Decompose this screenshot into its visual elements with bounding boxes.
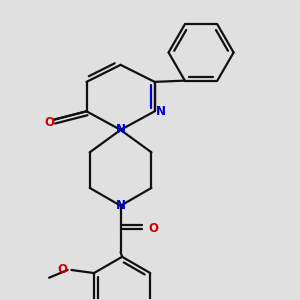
Text: N: N (156, 105, 166, 118)
Text: O: O (44, 116, 54, 129)
Text: O: O (58, 263, 68, 277)
Text: N: N (116, 199, 126, 212)
Text: O: O (148, 222, 158, 236)
Text: N: N (116, 123, 126, 136)
